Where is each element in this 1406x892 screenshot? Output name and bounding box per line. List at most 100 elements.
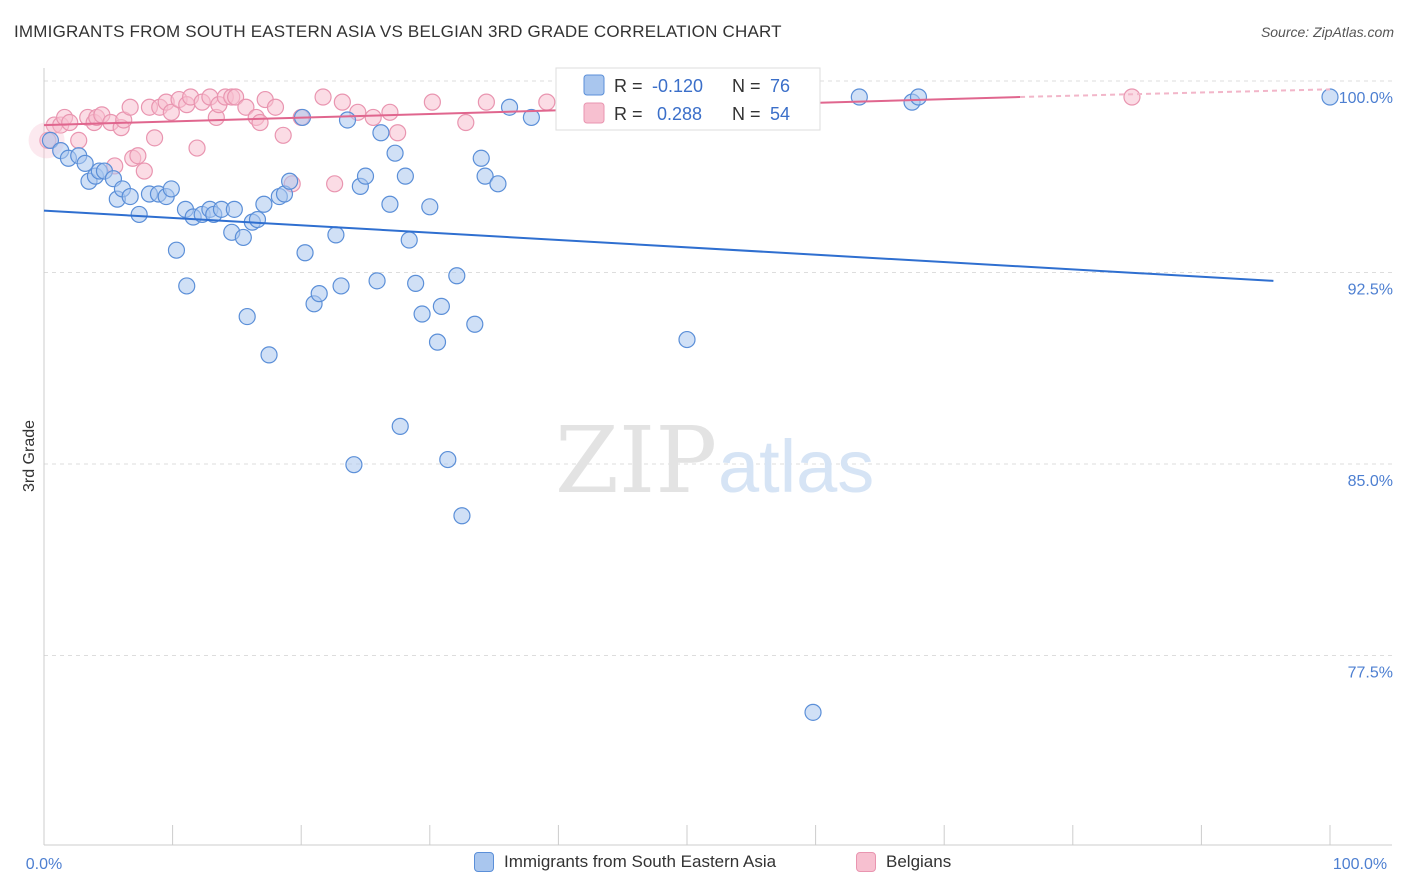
data-point	[423, 93, 441, 111]
data-point	[70, 131, 88, 150]
data-point	[178, 277, 196, 295]
data-point	[396, 167, 414, 185]
y-tick-labels: 100.0% 92.5% 85.0% 77.5%	[1339, 90, 1393, 682]
data-point	[389, 124, 407, 142]
data-point	[356, 167, 375, 185]
legend-swatch-belgians	[856, 852, 876, 872]
data-point	[333, 93, 351, 111]
y-tick-label: 100.0%	[1339, 90, 1393, 107]
legend-r-value-blue: -0.120	[652, 76, 703, 96]
data-point	[225, 200, 243, 218]
legend-swatch-blue	[583, 74, 605, 96]
data-point	[129, 147, 147, 165]
legend-swatch-pink	[583, 102, 605, 124]
data-point	[407, 274, 425, 292]
y-tick-label: 85.0%	[1348, 473, 1393, 490]
data-point	[266, 98, 285, 116]
data-point	[167, 241, 186, 259]
data-point	[457, 113, 475, 132]
legend-r-label-pink: R =	[614, 104, 643, 124]
data-point	[310, 285, 328, 303]
legend-n-value-blue: 76	[770, 76, 790, 96]
watermark-atlas: atlas	[718, 425, 874, 508]
data-point	[238, 307, 256, 326]
trend-line-sea	[43, 209, 1274, 282]
legend-item-belgians: Belgians	[856, 852, 951, 872]
data-point	[162, 180, 180, 198]
data-point	[61, 113, 79, 132]
data-point	[41, 131, 60, 150]
data-point	[248, 210, 267, 229]
y-axis-title: 3rd Grade	[21, 420, 38, 492]
data-point	[121, 98, 139, 116]
legend-n-value-pink: 54	[770, 104, 790, 124]
data-point	[281, 172, 299, 190]
gridlines	[44, 80, 1392, 656]
data-point	[391, 417, 409, 435]
data-point	[227, 88, 245, 106]
data-point	[400, 231, 418, 249]
data-point	[909, 88, 928, 106]
data-point	[421, 198, 439, 216]
data-point	[413, 305, 431, 323]
chart-title: IMMIGRANTS FROM SOUTH EASTERN ASIA VS BE…	[14, 22, 782, 41]
data-point	[448, 267, 466, 285]
data-point	[188, 139, 206, 157]
sea-immigrants-points	[41, 88, 1339, 721]
watermark-zip: ZIP	[555, 407, 717, 514]
y-tick-label: 92.5%	[1348, 282, 1393, 299]
trend-line-belgians-extension	[1020, 88, 1331, 98]
data-point	[432, 297, 450, 315]
data-point	[381, 195, 399, 213]
data-point	[162, 103, 180, 121]
legend-r-label-blue: R =	[614, 76, 643, 96]
data-point	[368, 272, 386, 290]
legend-label-sea: Immigrants from South Eastern Asia	[504, 852, 777, 871]
data-point	[522, 108, 540, 127]
data-point	[314, 88, 332, 106]
data-point	[237, 98, 255, 116]
legend-r-value-pink: 0.288	[657, 104, 702, 124]
data-point	[386, 144, 404, 162]
stats-legend: R = -0.120 N = 76 R = 0.288 N = 54	[555, 67, 821, 131]
data-point	[135, 162, 153, 180]
axes	[43, 68, 1392, 846]
watermark: ZIP atlas	[555, 407, 874, 514]
data-point	[381, 103, 399, 121]
data-point	[327, 226, 345, 244]
data-point	[477, 93, 495, 111]
data-point	[472, 149, 490, 167]
data-point	[428, 333, 447, 351]
data-point	[345, 456, 363, 474]
data-point	[274, 126, 292, 144]
data-point	[678, 330, 696, 349]
data-point	[130, 205, 148, 224]
data-point	[255, 195, 273, 213]
data-point	[76, 154, 94, 172]
data-point	[466, 315, 484, 333]
legend-swatch-sea	[474, 852, 494, 872]
data-point	[538, 93, 556, 111]
y-tick-label: 77.5%	[1348, 665, 1393, 682]
data-point	[1321, 88, 1339, 106]
trend-line-belgians	[43, 96, 1021, 127]
data-point	[234, 228, 252, 247]
data-point	[332, 277, 350, 295]
data-point	[296, 244, 314, 262]
source-credit: Source: ZipAtlas.com	[1260, 24, 1394, 40]
data-point	[260, 346, 278, 364]
series-legend: Immigrants from South Eastern Asia Belgi…	[0, 852, 1406, 878]
data-point	[489, 175, 507, 193]
x-ticks	[43, 825, 1331, 845]
data-point	[804, 703, 822, 721]
trend-lines	[43, 88, 1331, 282]
data-point	[326, 175, 344, 193]
data-point	[121, 187, 139, 206]
data-point	[476, 167, 494, 185]
legend-label-belgians: Belgians	[886, 852, 952, 871]
data-point	[1123, 88, 1141, 106]
legend-item-sea: Immigrants from South Eastern Asia	[474, 852, 776, 872]
x-tick-label-max: 100.0%	[1333, 856, 1387, 873]
data-point	[439, 450, 457, 469]
